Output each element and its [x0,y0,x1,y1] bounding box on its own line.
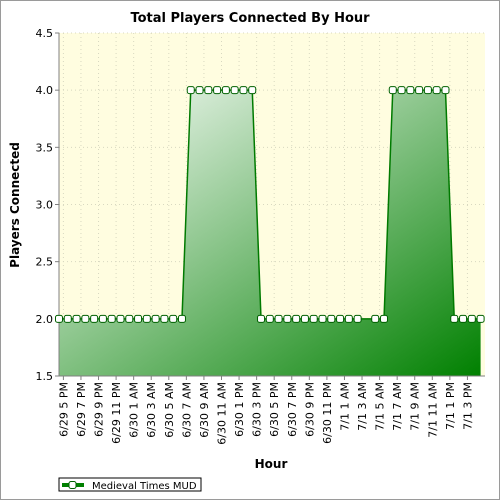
data-point [107,314,116,323]
x-tick-label: 6/30 7 AM [180,382,193,438]
data-point [116,314,125,323]
data-markers [55,86,485,323]
data-point [63,314,72,323]
data-point [98,314,107,323]
chart-title: Total Players Connected By Hour [130,11,370,26]
data-point [423,86,432,95]
x-tick-label: 6/29 9 PM [93,382,106,437]
x-tick-label: 7/1 3 AM [356,382,369,431]
x-tick-label: 6/29 11 PM [110,382,123,444]
x-tick-label: 6/30 1 PM [233,382,246,437]
data-point [213,86,222,95]
data-point [134,314,143,323]
data-point [274,314,283,323]
data-point [81,314,90,323]
data-point [239,86,248,95]
data-point [476,314,485,323]
data-point [459,314,468,323]
y-tick-label: 3.0 [36,199,54,212]
legend: Medieval Times MUD [58,477,202,492]
data-point [90,314,99,323]
data-point [265,314,274,323]
data-point [169,314,178,323]
data-point [221,86,230,95]
x-tick-label: 7/1 1 AM [338,382,351,431]
x-tick-label: 7/1 5 AM [374,382,387,431]
x-axis-title: Hour [255,457,288,471]
x-tick-labels: 6/29 5 PM 6/29 7 PM 6/29 9 PM 6/29 11 PM 6/3… [57,376,474,445]
data-point [55,314,63,323]
data-point [441,86,450,95]
data-point [467,314,476,323]
x-tick-label: 7/1 3 PM [461,382,474,430]
data-point [450,314,459,323]
data-point [195,86,204,95]
y-tick-label: 2.0 [36,313,54,326]
x-tick-label: 7/1 1 PM [444,382,457,430]
x-tick-label: 6/29 7 PM [75,382,88,437]
data-point [177,314,186,323]
x-tick-label: 6/30 3 AM [145,382,158,438]
x-tick-label: 6/30 11 PM [321,382,334,444]
x-tick-label: 6/30 11 AM [215,382,228,445]
data-point [336,314,345,323]
y-tick-label: 1.5 [36,370,54,383]
x-tick-label: 6/30 5 AM [163,382,176,438]
data-point [388,86,397,95]
data-point [344,314,353,323]
y-tick-label: 3.5 [36,141,54,154]
x-tick-label: 6/29 5 PM [57,382,70,437]
x-tick-label: 6/30 1 AM [128,382,141,438]
data-point [432,86,441,95]
data-point [318,314,327,323]
x-tick-label: 6/30 9 AM [198,382,211,438]
data-point [186,86,195,95]
data-point [379,314,388,323]
data-point [327,314,336,323]
y-tick-labels: 1.5 2.0 2.5 3.0 3.5 4.0 4.5 [36,27,59,383]
data-point [292,314,301,323]
data-point [257,314,266,323]
y-tick-label: 4.5 [36,27,54,40]
x-tick-label: 6/30 5 PM [268,382,281,437]
data-point [160,314,169,323]
x-tick-label: 6/30 7 PM [286,382,299,437]
data-point [230,86,239,95]
x-tick-label: 7/1 9 AM [409,382,422,431]
y-tick-label: 2.5 [36,256,54,269]
data-point [283,314,292,323]
legend-label: Medieval Times MUD [92,481,197,492]
data-point [72,314,81,323]
x-tick-label: 6/30 9 PM [303,382,316,437]
x-tick-label: 7/1 7 AM [391,382,404,431]
x-tick-label: 6/30 3 PM [251,382,264,437]
legend-box [58,477,202,492]
y-axis-title: Players Connected [8,142,22,268]
data-point [300,314,309,323]
data-point [353,314,362,323]
y-tick-label: 4.0 [36,84,54,97]
data-point [204,86,213,95]
legend-swatch-marker [68,481,77,489]
data-point [415,86,424,95]
data-point [397,86,406,95]
data-point [406,86,415,95]
data-point [125,314,134,323]
data-point [142,314,151,323]
data-point [248,86,257,95]
data-point [151,314,160,323]
x-tick-label: 7/1 11 AM [426,382,439,438]
data-point [371,314,380,323]
data-point [309,314,318,323]
